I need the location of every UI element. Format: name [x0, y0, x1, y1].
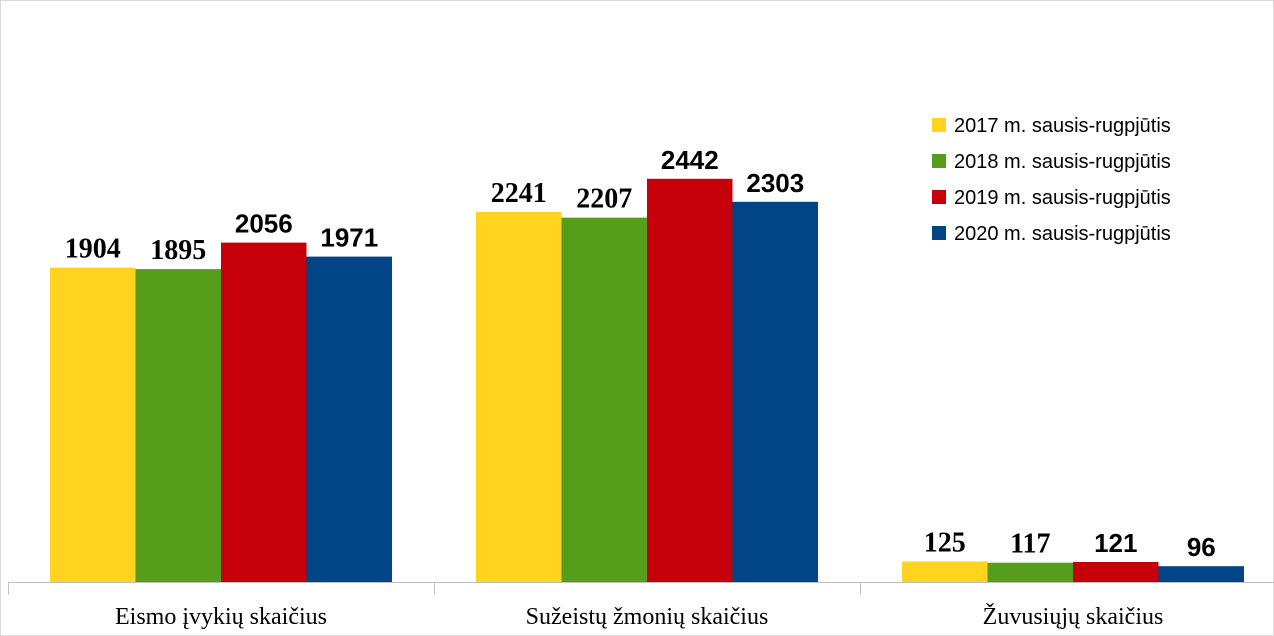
legend: 2017 m. sausis-rugpjūtis 2018 m. sausis-r…	[932, 115, 1171, 245]
data-label: 121	[1094, 528, 1137, 558]
data-label: 96	[1187, 532, 1216, 562]
bar	[476, 212, 562, 582]
data-label: 1971	[320, 223, 378, 253]
legend-label: 2017 m. sausis-rugpjūtis	[954, 115, 1171, 137]
data-label: 1904	[65, 234, 121, 265]
data-label: 2303	[746, 168, 804, 198]
x-ticks-group	[8, 582, 861, 594]
x-tick-label: Eismo įvykių skaičius	[115, 604, 327, 630]
bar	[732, 201, 818, 583]
bar	[135, 269, 221, 582]
x-tick-label: Žuvusiųjų skaičius	[983, 604, 1164, 630]
data-label: 2207	[576, 184, 632, 215]
bar	[647, 178, 733, 583]
legend-swatch	[932, 226, 946, 240]
category-labels-group: Eismo įvykių skaičius Sužeistų žmonių ska…	[115, 604, 1163, 630]
legend-label: 2019 m. sausis-rugpjūtis	[954, 187, 1171, 209]
bar	[221, 242, 307, 582]
bar	[561, 217, 647, 582]
bars-group	[50, 178, 1244, 583]
legend-label: 2018 m. sausis-rugpjūtis	[954, 151, 1171, 173]
bar	[1073, 562, 1159, 582]
data-label: 2241	[491, 178, 547, 209]
bar	[902, 561, 988, 582]
bar	[306, 256, 392, 582]
bar	[987, 562, 1073, 582]
x-tick-label: Sužeistų žmonių skaičius	[526, 604, 769, 630]
data-label: 1895	[150, 235, 206, 266]
bar	[50, 267, 136, 582]
legend-swatch	[932, 190, 946, 204]
legend-swatch	[932, 154, 946, 168]
data-label: 2442	[661, 145, 719, 175]
legend-label: 2020 m. sausis-rugpjūtis	[954, 223, 1171, 245]
bar	[1158, 566, 1244, 582]
value-labels-group: 1904 1895 2056 1971 2241 2207 2442 2303 125 117 12…	[65, 145, 1216, 562]
data-label: 117	[1010, 529, 1050, 560]
data-label: 125	[924, 527, 966, 558]
data-label: 2056	[235, 209, 293, 239]
legend-swatch	[932, 118, 946, 132]
